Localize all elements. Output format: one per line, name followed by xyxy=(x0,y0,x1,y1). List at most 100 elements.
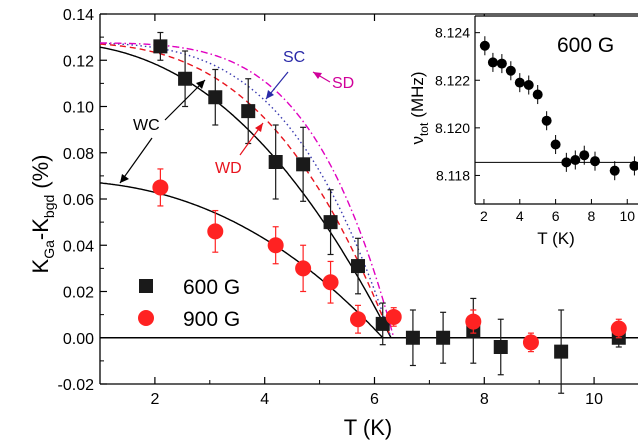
point-600g xyxy=(493,340,508,354)
y-axis-label: KGa-Kbgd (%) xyxy=(28,155,57,274)
point-900g xyxy=(152,179,169,196)
inset-y-tick-label: 8.122 xyxy=(435,72,470,88)
inset-y-tick-label: 8.120 xyxy=(435,120,470,136)
inset-point xyxy=(541,115,552,126)
inset-point xyxy=(629,160,638,171)
x-tick-label: 4 xyxy=(260,391,269,408)
annotations: WC SC SD WD xyxy=(119,49,354,184)
point-900g xyxy=(295,260,312,277)
y-tick-label: 0.12 xyxy=(63,53,94,70)
annotation-wc: WC xyxy=(133,117,160,134)
inset-point xyxy=(609,165,620,176)
inset-point xyxy=(514,77,525,88)
point-600g xyxy=(268,155,283,169)
point-900g xyxy=(522,334,539,351)
inset-y-axis-label: νtot (MHz) xyxy=(408,71,431,144)
point-900g xyxy=(350,311,367,328)
point-600g xyxy=(323,215,338,230)
inset-data-points xyxy=(479,36,638,181)
annotation-wc-arrow-upper xyxy=(164,79,206,121)
inset-y-axis-label-unit: (MHz) xyxy=(408,71,427,117)
y-tick-label: 0.00 xyxy=(63,331,94,348)
x-tick-label: 10 xyxy=(585,391,603,408)
inset-point xyxy=(590,156,601,167)
point-600g xyxy=(405,330,420,345)
inset-point xyxy=(579,150,590,161)
point-900g xyxy=(465,313,482,330)
fit-curve-wd xyxy=(100,43,638,339)
inset-point xyxy=(523,80,534,91)
point-900g xyxy=(267,237,284,254)
inset-point xyxy=(505,65,516,76)
point-600g xyxy=(178,71,193,86)
legend-marker-600g xyxy=(139,279,153,293)
y-axis-label-unit: (%) xyxy=(28,155,53,189)
point-900g xyxy=(207,223,224,240)
point-900g xyxy=(385,308,402,325)
inset-plot: 8.118 8.120 8.122 8.124 2 4 6 8 10 600 G T (K) ν… xyxy=(408,15,638,248)
inset-x-tick-label: 4 xyxy=(516,208,524,224)
legend: 600 G 900 G xyxy=(138,276,240,331)
inset-x-tick-label: 2 xyxy=(480,208,488,224)
point-600g xyxy=(375,316,390,331)
main-ticks: -0.02 0.00 0.02 0.04 0.06 0.08 0.10 0.12 0.14 2 4 6… xyxy=(58,7,604,408)
y-axis-label-sub1: Ga xyxy=(41,240,57,259)
point-900g xyxy=(322,274,339,291)
x-tick-label: 8 xyxy=(480,391,489,408)
annotation-sd-arrowhead xyxy=(313,72,322,79)
inset-x-tick-label: 6 xyxy=(552,208,560,224)
point-600g xyxy=(296,157,311,172)
inset-field-label: 600 G xyxy=(557,34,614,57)
annotation-sc: SC xyxy=(283,49,305,66)
svg-text:KGa-Kbgd(%): KGa-Kbgd (%) xyxy=(28,155,57,274)
point-600g xyxy=(554,344,569,359)
y-axis-label-main: K xyxy=(28,258,53,273)
point-600g xyxy=(436,330,451,345)
y-axis-label-sub2: bgd xyxy=(41,195,57,218)
inset-point xyxy=(561,157,572,168)
inset-point xyxy=(496,58,507,69)
fit-curve-sd xyxy=(100,42,638,339)
annotation-wc-arrowhead-lower xyxy=(120,174,129,183)
inset-y-tick-label: 8.124 xyxy=(435,25,470,41)
y-tick-label: 0.08 xyxy=(63,146,94,163)
x-tick-label: 2 xyxy=(150,391,159,408)
point-600g xyxy=(208,90,223,105)
y-tick-label: 0.14 xyxy=(63,7,94,24)
inset-x-tick-label: 10 xyxy=(619,208,635,224)
y-axis-label-mid: -K xyxy=(28,218,53,240)
annotation-sd: SD xyxy=(332,75,354,92)
point-600g xyxy=(153,39,168,54)
point-600g xyxy=(241,104,256,119)
point-900g xyxy=(610,320,627,337)
inset-y-axis-label-sub: tot xyxy=(417,122,431,136)
legend-label-900g: 900 G xyxy=(183,308,240,331)
inset-y-axis-label-main: ν xyxy=(408,136,427,145)
legend-marker-900g xyxy=(138,310,154,326)
inset-point xyxy=(570,154,581,165)
y-tick-label: 0.06 xyxy=(63,192,94,209)
legend-label-600g: 600 G xyxy=(183,276,240,299)
inset-point xyxy=(479,40,490,51)
inset-y-tick-label: 8.118 xyxy=(436,167,470,183)
annotation-wc-arrow-lower xyxy=(119,137,153,184)
y-tick-label: -0.02 xyxy=(58,377,95,394)
annotation-sc-arrowhead xyxy=(266,90,274,99)
inset-x-axis-label: T (K) xyxy=(537,229,574,248)
inset-point xyxy=(487,57,498,68)
inset-point xyxy=(532,89,543,100)
data-points xyxy=(152,31,627,394)
inset-point xyxy=(550,139,561,150)
y-tick-label: 0.02 xyxy=(63,285,94,302)
annotation-wd: WD xyxy=(215,160,242,177)
annotation-wc-arrowhead-upper xyxy=(196,80,205,89)
inset-ticks: 8.118 8.120 8.122 8.124 2 4 6 8 10 xyxy=(435,25,635,224)
x-tick-label: 6 xyxy=(370,391,379,408)
svg-text:νtot(MHz): νtot (MHz) xyxy=(408,71,431,144)
point-600g xyxy=(351,259,366,274)
y-tick-label: 0.04 xyxy=(63,238,94,255)
fit-curve-wc900 xyxy=(100,182,638,339)
annotation-wd-arrowhead xyxy=(255,123,263,132)
inset-x-tick-label: 8 xyxy=(588,208,596,224)
